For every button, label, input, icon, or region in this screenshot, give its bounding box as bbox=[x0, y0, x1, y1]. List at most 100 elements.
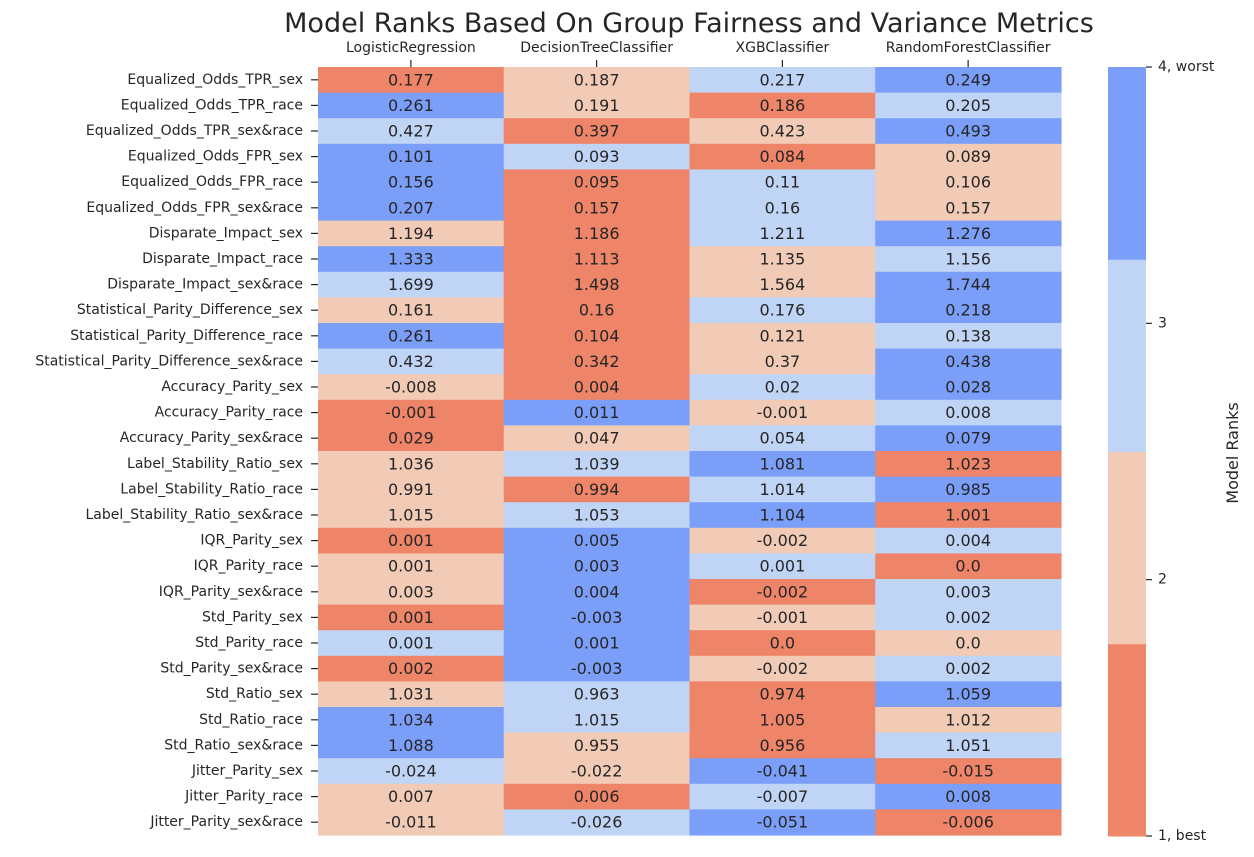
cell-value: -0.003 bbox=[571, 659, 623, 678]
heatmap-cell bbox=[318, 502, 505, 529]
cell-value: 0.011 bbox=[574, 403, 620, 422]
heatmap-cell bbox=[875, 118, 1062, 145]
heatmap-cell bbox=[875, 451, 1062, 478]
cell-value: 1.186 bbox=[574, 224, 620, 243]
heatmap-cell bbox=[689, 143, 876, 170]
cell-value: 1.015 bbox=[574, 710, 620, 729]
heatmap-cell bbox=[689, 783, 876, 810]
cell-value: 1.053 bbox=[574, 506, 620, 525]
heatmap-cell bbox=[875, 604, 1062, 631]
cell-value: 0.177 bbox=[388, 70, 434, 89]
heatmap-cell bbox=[318, 323, 505, 350]
heatmap-cell bbox=[689, 451, 876, 478]
heatmap-cell bbox=[689, 579, 876, 606]
heatmap-cell bbox=[318, 118, 505, 145]
row-label: Label_Stability_Ratio_sex&race bbox=[85, 507, 303, 523]
heatmap-cell bbox=[318, 783, 505, 810]
heatmap-cell bbox=[689, 502, 876, 529]
row-label: IQR_Parity_sex bbox=[200, 533, 303, 549]
heatmap-cell bbox=[875, 271, 1062, 298]
cell-value: 1.014 bbox=[759, 480, 805, 499]
colorbar-tick-label: 1, best bbox=[1158, 828, 1207, 844]
heatmap-cell bbox=[689, 527, 876, 554]
cell-value: 1.564 bbox=[759, 275, 805, 294]
cell-value: 0.006 bbox=[574, 787, 620, 806]
heatmap-cell bbox=[689, 195, 876, 222]
cell-value: 0.084 bbox=[759, 147, 805, 166]
cell-value: -0.011 bbox=[385, 813, 437, 832]
cell-value: 0.104 bbox=[574, 326, 620, 345]
cell-value: 0.095 bbox=[574, 173, 620, 192]
heatmap-cell bbox=[875, 195, 1062, 222]
cell-value: 1.036 bbox=[388, 454, 434, 473]
heatmap-cell bbox=[875, 92, 1062, 119]
cell-value: 1.001 bbox=[945, 506, 991, 525]
cell-value: 0.001 bbox=[388, 634, 434, 653]
cell-value: 0.003 bbox=[574, 557, 620, 576]
cell-value: 0.157 bbox=[574, 198, 620, 217]
row-label: Statistical_Parity_Difference_race bbox=[70, 328, 303, 344]
heatmap-cell bbox=[875, 758, 1062, 785]
heatmap-cell bbox=[318, 527, 505, 554]
cell-value: 0.001 bbox=[388, 531, 434, 550]
chart-title: Model Ranks Based On Group Fairness and … bbox=[284, 8, 1094, 39]
heatmap-cell bbox=[503, 681, 691, 708]
cell-value: 0.004 bbox=[574, 378, 620, 397]
row-label: Accuracy_Parity_race bbox=[155, 405, 303, 421]
cell-value: 1.156 bbox=[945, 250, 991, 269]
heatmap-cell bbox=[503, 425, 691, 452]
heatmap-cell bbox=[689, 707, 876, 734]
cell-value: 0.187 bbox=[574, 70, 620, 89]
heatmap-cell bbox=[503, 374, 691, 401]
row-labels: Equalized_Odds_TPR_sex Equalized_Odds_TPR… bbox=[35, 72, 318, 830]
cell-value: 0.493 bbox=[945, 122, 991, 141]
heatmap-cell bbox=[689, 553, 876, 580]
cell-value: 0.054 bbox=[759, 429, 805, 448]
colorbar-tick-label: 4, worst bbox=[1158, 59, 1215, 75]
heatmap-cell bbox=[875, 732, 1062, 759]
row-label: Equalized_Odds_FPR_sex&race bbox=[86, 200, 303, 216]
heatmap-cell bbox=[318, 399, 505, 426]
heatmap-cell bbox=[318, 732, 505, 759]
cell-value: 1.051 bbox=[945, 736, 991, 755]
cell-value: 1.276 bbox=[945, 224, 991, 243]
heatmap-cell bbox=[689, 758, 876, 785]
colorbar-band bbox=[1108, 67, 1146, 260]
heatmap-cell bbox=[318, 195, 505, 222]
heatmap-cell bbox=[318, 604, 505, 631]
heatmap-cell bbox=[503, 502, 691, 529]
row-label: Statistical_Parity_Difference_sex&race bbox=[35, 353, 303, 369]
cell-value: 0.101 bbox=[388, 147, 434, 166]
cell-value: -0.041 bbox=[757, 762, 809, 781]
cell-value: 0.217 bbox=[759, 70, 805, 89]
cell-value: -0.015 bbox=[942, 762, 994, 781]
heatmap-cell bbox=[318, 758, 505, 785]
heatmap-cell bbox=[503, 271, 691, 298]
cell-value: 0.0 bbox=[955, 634, 980, 653]
cell-value: 0.138 bbox=[945, 326, 991, 345]
heatmap-cell bbox=[318, 220, 505, 247]
cell-value: 0.956 bbox=[759, 736, 805, 755]
cell-value: -0.001 bbox=[385, 403, 437, 422]
cell-value: 0.089 bbox=[945, 147, 991, 166]
cell-value: 0.001 bbox=[388, 557, 434, 576]
cell-value: 0.186 bbox=[759, 96, 805, 115]
heatmap-cell bbox=[503, 348, 691, 375]
heatmap-cell bbox=[318, 374, 505, 401]
heatmap-cell bbox=[318, 169, 505, 196]
heatmap-cell bbox=[689, 476, 876, 503]
cell-value: 1.744 bbox=[945, 275, 991, 294]
heatmap-cell bbox=[503, 399, 691, 426]
cell-value: 0.156 bbox=[388, 173, 434, 192]
heatmap-cell bbox=[503, 553, 691, 580]
heatmap-cell bbox=[689, 425, 876, 452]
column-labels: LogisticRegression DecisionTreeClassifier… bbox=[346, 40, 1051, 67]
column-label: DecisionTreeClassifier bbox=[520, 40, 673, 56]
heatmap-cell bbox=[318, 681, 505, 708]
row-label: Equalized_Odds_FPR_race bbox=[121, 174, 303, 190]
cell-value: 0.37 bbox=[765, 352, 801, 371]
cell-value: 0.028 bbox=[945, 378, 991, 397]
heatmap-cell bbox=[689, 271, 876, 298]
cell-value: 0.003 bbox=[945, 582, 991, 601]
heatmap-cell bbox=[689, 67, 876, 94]
